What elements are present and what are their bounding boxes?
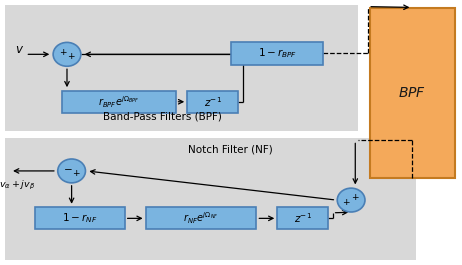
Text: $1-r_{BPF}$: $1-r_{BPF}$ bbox=[258, 46, 297, 60]
Text: $r_{BPF}e^{j\Omega_{BPF}}$: $r_{BPF}e^{j\Omega_{BPF}}$ bbox=[98, 94, 140, 109]
Ellipse shape bbox=[53, 42, 81, 66]
Text: $v$: $v$ bbox=[15, 43, 24, 56]
FancyBboxPatch shape bbox=[5, 138, 416, 260]
FancyBboxPatch shape bbox=[231, 42, 323, 65]
Text: $+$: $+$ bbox=[72, 168, 80, 178]
Text: $v_{\alpha}+jv_{\beta}$: $v_{\alpha}+jv_{\beta}$ bbox=[0, 179, 36, 192]
Text: $+$: $+$ bbox=[342, 197, 351, 207]
Ellipse shape bbox=[337, 188, 365, 212]
FancyBboxPatch shape bbox=[62, 91, 176, 113]
FancyBboxPatch shape bbox=[370, 8, 455, 178]
Text: $1-r_{NF}$: $1-r_{NF}$ bbox=[62, 211, 97, 225]
FancyBboxPatch shape bbox=[277, 207, 328, 229]
FancyBboxPatch shape bbox=[146, 207, 256, 229]
Text: $+$: $+$ bbox=[59, 47, 67, 57]
FancyBboxPatch shape bbox=[187, 91, 238, 113]
Text: $+$: $+$ bbox=[351, 192, 359, 202]
Text: $-$: $-$ bbox=[63, 163, 73, 173]
Text: $z^{-1}$: $z^{-1}$ bbox=[203, 95, 222, 109]
FancyBboxPatch shape bbox=[5, 5, 358, 131]
Text: $+$: $+$ bbox=[67, 51, 76, 61]
FancyBboxPatch shape bbox=[35, 207, 125, 229]
Text: $BPF$: $BPF$ bbox=[398, 86, 426, 100]
Text: $z^{-1}$: $z^{-1}$ bbox=[293, 211, 312, 225]
Ellipse shape bbox=[58, 159, 85, 183]
Text: $r_{NF}e^{j\Omega_{NF}}$: $r_{NF}e^{j\Omega_{NF}}$ bbox=[183, 211, 219, 226]
Text: Notch Filter (NF): Notch Filter (NF) bbox=[188, 145, 273, 155]
Text: Band-Pass Filters (BPF): Band-Pass Filters (BPF) bbox=[103, 112, 222, 122]
